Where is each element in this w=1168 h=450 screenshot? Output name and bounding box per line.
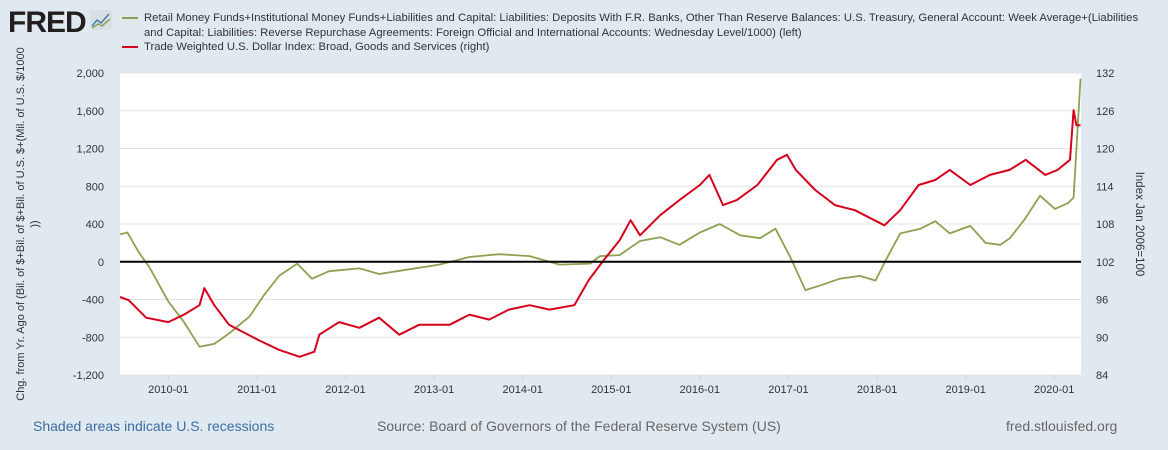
right-tick-label: 114 (1096, 181, 1114, 193)
legend-item-red[interactable]: Trade Weighted U.S. Dollar Index: Broad,… (120, 40, 1160, 55)
right-tick-label: 96 (1096, 295, 1108, 307)
dollar-index-line (119, 109, 1081, 358)
left-tick-label: 400 (86, 219, 104, 231)
recessions-link[interactable]: Shaded areas indicate U.S. recessions (33, 418, 275, 434)
x-tick-label: 2016-01 (680, 384, 720, 396)
fred-logo[interactable]: FRED (8, 6, 87, 39)
x-tick-label: 2019-01 (945, 384, 985, 396)
right-tick-label: 132 (1096, 68, 1114, 80)
left-tick-label: 800 (86, 181, 104, 193)
green-swatch (122, 17, 138, 19)
red-swatch (122, 46, 138, 48)
legend-item-green[interactable]: Retail Money Funds+Institutional Money F… (120, 11, 1160, 40)
left-tick-label: -800 (82, 332, 104, 344)
chart-logo-icon (90, 10, 112, 30)
left-tick-label: 0 (98, 257, 104, 269)
legend: Retail Money Funds+Institutional Money F… (120, 11, 1160, 55)
legend-label: Retail Money Funds+Institutional Money F… (144, 12, 1139, 39)
left-tick-label: 1,200 (76, 144, 104, 156)
x-tick-label: 2018-01 (857, 384, 897, 396)
left-tick-label: 2,000 (76, 68, 104, 80)
x-tick-label: 2015-01 (591, 384, 631, 396)
right-tick-label: 84 (1096, 370, 1108, 382)
money-funds-line (119, 78, 1082, 348)
left-axis-label: Chg. from Yr. Ago of (Bil. of $+Bil. of … (15, 47, 41, 401)
x-tick-label: 2014-01 (502, 384, 542, 396)
x-tick-label: 2017-01 (768, 384, 808, 396)
site-link[interactable]: fred.stlouisfed.org (1006, 418, 1118, 434)
right-tick-label: 126 (1096, 106, 1114, 118)
right-tick-label: 108 (1096, 219, 1114, 231)
left-tick-label: -400 (82, 295, 104, 307)
source-text: Source: Board of Governors of the Federa… (377, 418, 781, 434)
right-axis-label: Index Jan 2006=100 (1133, 172, 1145, 277)
left-tick-label: 1,600 (76, 106, 104, 118)
right-tick-label: 102 (1096, 257, 1114, 269)
x-tick-label: 2010-01 (148, 384, 188, 396)
x-tick-label: 2020-01 (1034, 384, 1074, 396)
x-tick-label: 2011-01 (237, 384, 277, 396)
right-tick-label: 120 (1096, 144, 1114, 156)
x-tick-label: 2012-01 (325, 384, 365, 396)
left-tick-label: -1,200 (73, 370, 104, 382)
legend-label: Trade Weighted U.S. Dollar Index: Broad,… (144, 41, 490, 53)
right-tick-label: 90 (1096, 332, 1108, 344)
x-tick-label: 2013-01 (414, 384, 454, 396)
